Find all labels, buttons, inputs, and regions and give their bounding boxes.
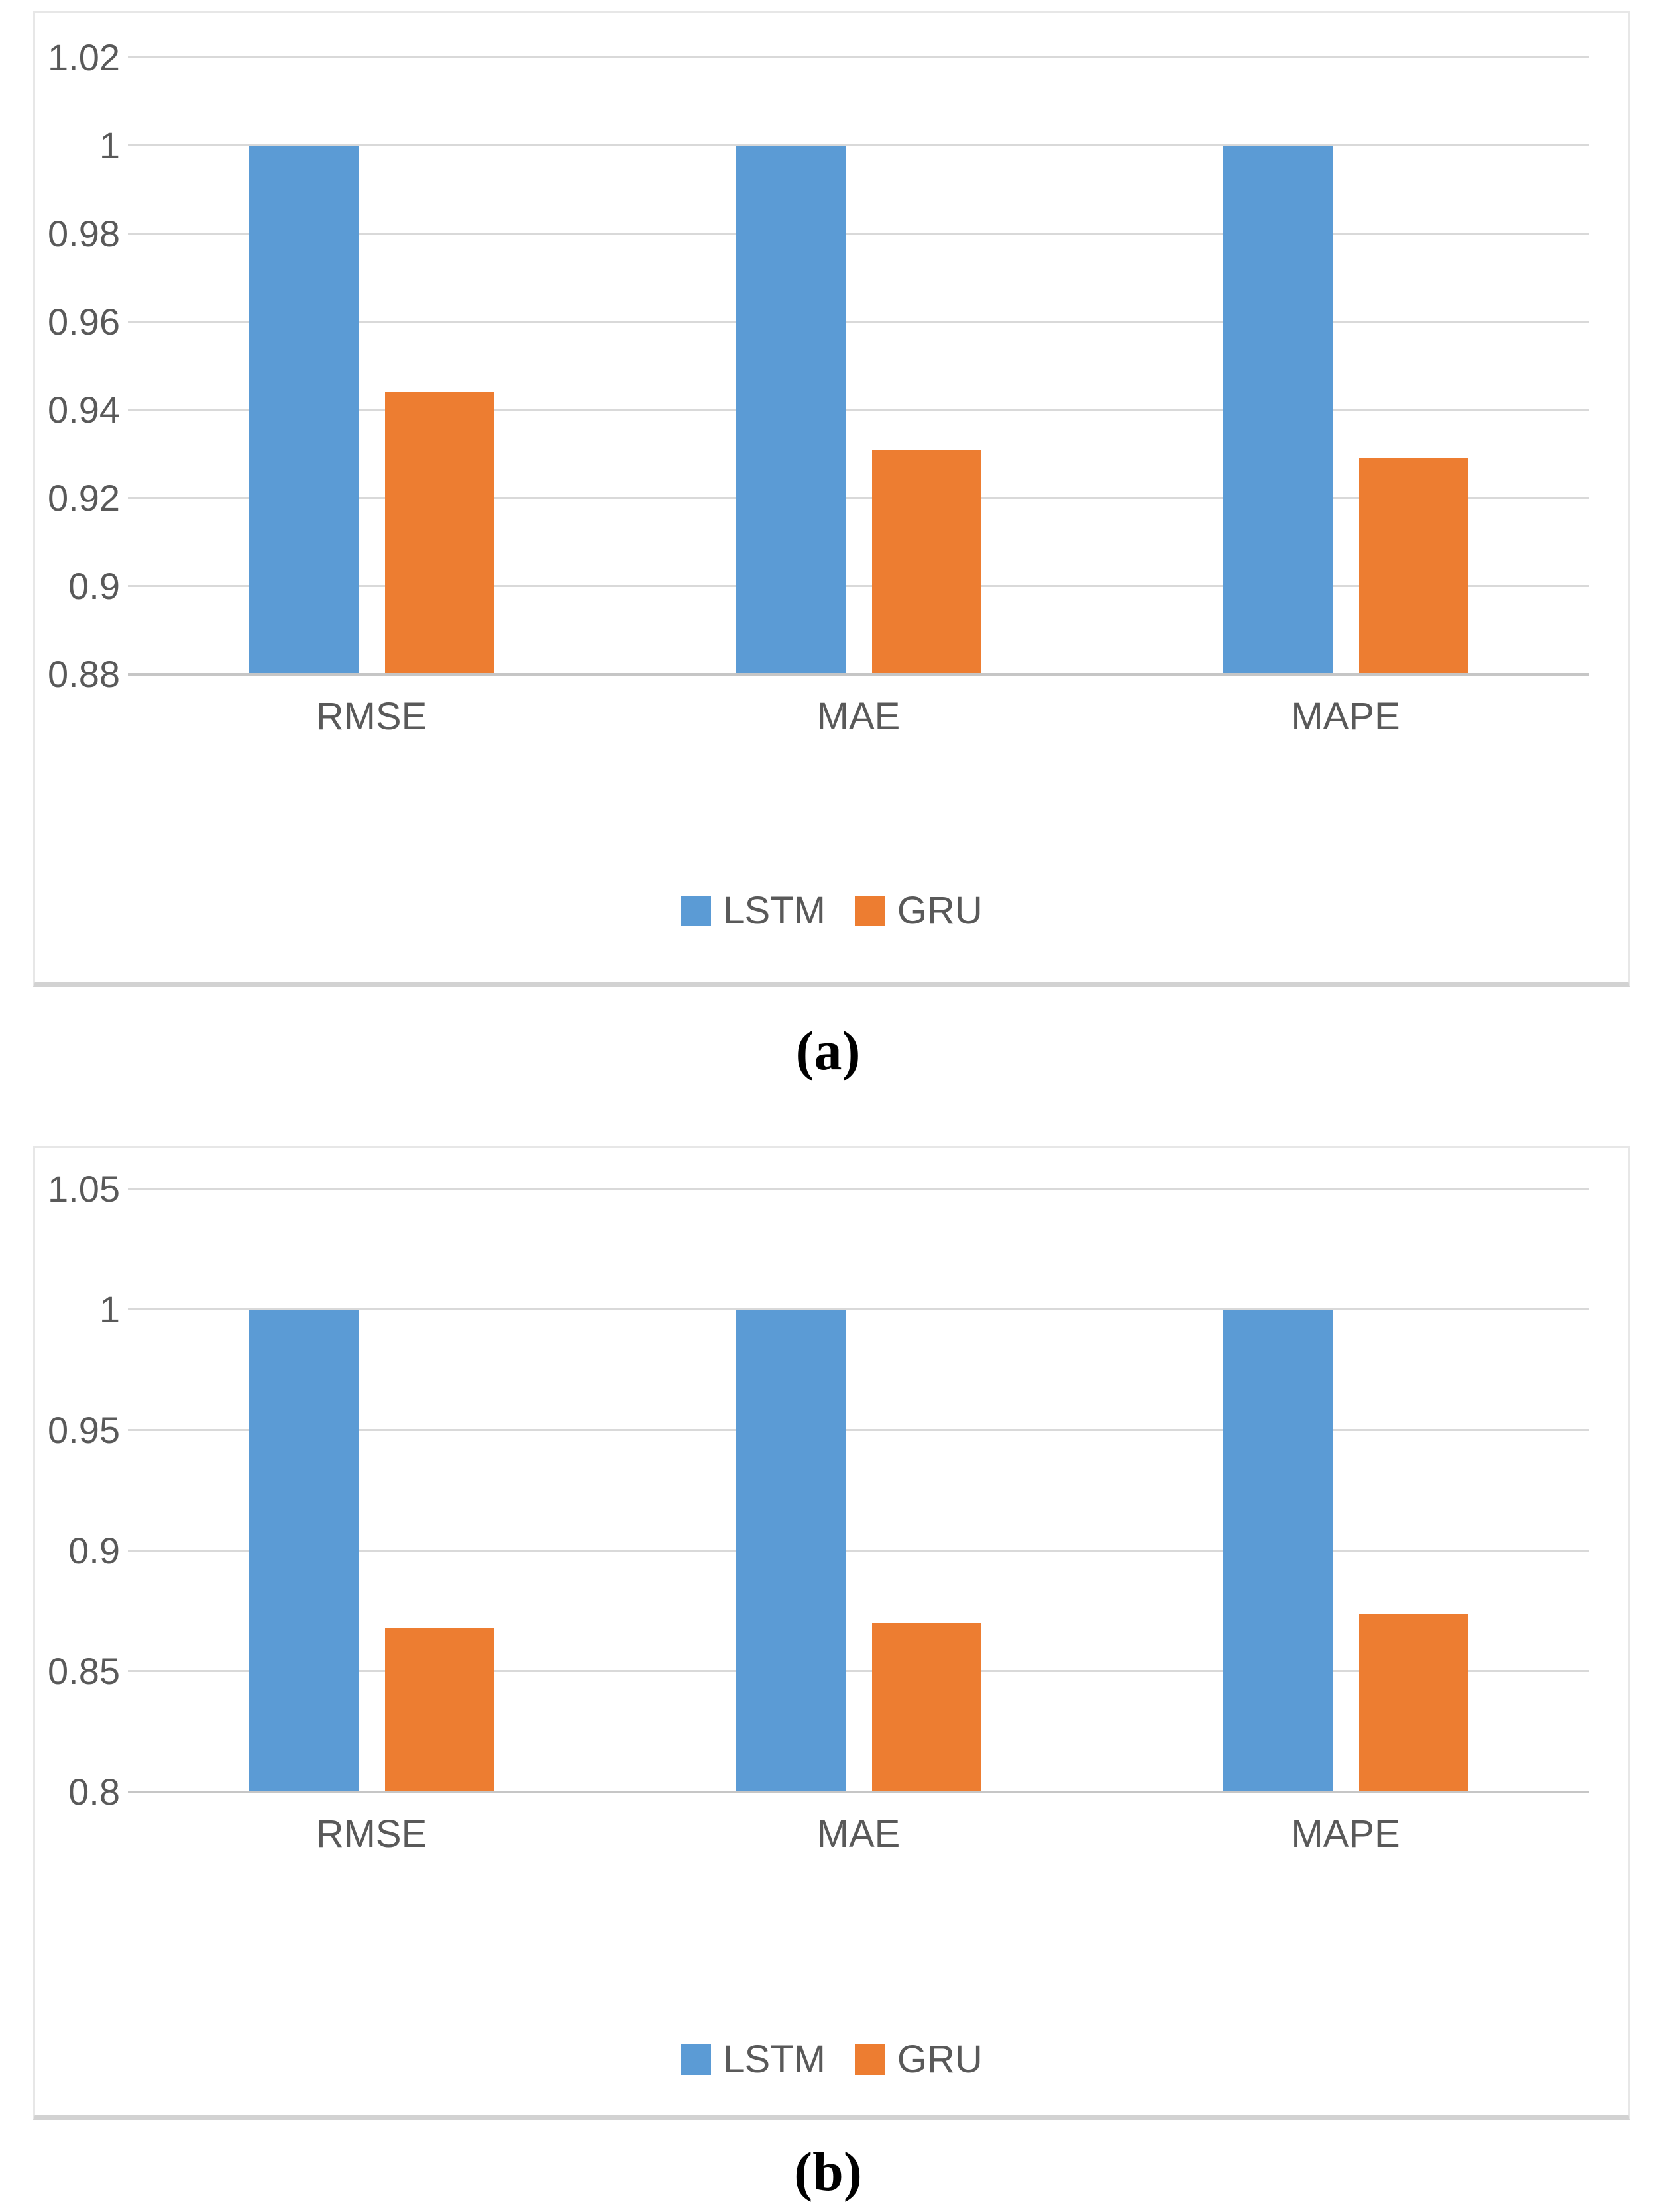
gridline — [128, 144, 1589, 146]
bar-lstm-mape — [1223, 146, 1333, 674]
y-tick-label: 1 — [99, 1289, 120, 1330]
bar-lstm-rmse — [248, 1310, 359, 1792]
legend-item-lstm: LSTM — [681, 888, 826, 933]
gridline — [128, 1429, 1589, 1431]
y-tick-label: 0.92 — [48, 477, 120, 519]
legend-label-gru: GRU — [897, 889, 983, 932]
y-tick-label: 1 — [99, 125, 120, 166]
x-category-label-mae: MAE — [816, 1813, 901, 1856]
gridline — [128, 321, 1589, 323]
chart-b: 0.8 0.85 0.9 0.95 1 1.05 RMSE MAE MAPE LSTM GRU — [33, 1146, 1630, 2120]
gridline — [128, 585, 1589, 587]
bar-lstm-rmse — [248, 146, 359, 674]
bar-gru-mape — [1358, 1613, 1468, 1792]
gridline — [128, 1188, 1589, 1190]
legend-swatch-gru — [854, 2044, 885, 2075]
x-category-label-mape: MAPE — [1291, 695, 1400, 738]
y-tick-label: 0.88 — [48, 653, 120, 695]
x-category-label-rmse: RMSE — [315, 695, 427, 738]
chart-a-plot-area: 0.88 0.9 0.92 0.94 0.96 0.98 1 1.02 RMSE MAE MAPE — [35, 13, 1628, 982]
legend-item-gru: GRU — [854, 888, 983, 933]
gridline — [128, 233, 1589, 235]
gridline — [128, 1550, 1589, 1552]
y-tick-label: 0.8 — [68, 1771, 120, 1813]
legend-swatch-lstm — [681, 895, 712, 926]
x-axis-line — [128, 1791, 1589, 1793]
bar-gru-mape — [1358, 458, 1468, 674]
gridline — [128, 409, 1589, 411]
x-category-label-mape: MAPE — [1291, 1813, 1400, 1856]
legend-label-lstm: LSTM — [723, 2038, 826, 2081]
figure-caption-b: (b) — [794, 2141, 862, 2203]
gridline — [128, 1670, 1589, 1672]
legend-label-lstm: LSTM — [723, 889, 826, 932]
x-category-label-rmse: RMSE — [315, 1813, 427, 1856]
legend-swatch-gru — [854, 895, 885, 926]
legend-label-gru: GRU — [897, 2038, 983, 2081]
bar-lstm-mae — [736, 1310, 846, 1792]
y-tick-label: 0.94 — [48, 389, 120, 431]
y-tick-label: 0.96 — [48, 301, 120, 342]
bar-lstm-mape — [1223, 1310, 1333, 1792]
bar-gru-rmse — [384, 1628, 494, 1792]
legend-item-gru: GRU — [854, 2037, 983, 2081]
bar-lstm-mae — [736, 146, 846, 674]
chart-a: 0.88 0.9 0.92 0.94 0.96 0.98 1 1.02 RMSE MAE MAPE … — [33, 11, 1630, 987]
chart-a-legend: LSTM GRU — [35, 888, 1628, 933]
legend-swatch-lstm — [681, 2044, 712, 2075]
y-tick-label: 0.98 — [48, 213, 120, 254]
y-tick-label: 1.05 — [48, 1168, 120, 1210]
gridline — [128, 1308, 1589, 1310]
y-tick-label: 0.9 — [68, 565, 120, 607]
y-tick-label: 0.95 — [48, 1409, 120, 1451]
chart-b-plot-area: 0.8 0.85 0.9 0.95 1 1.05 RMSE MAE MAPE — [35, 1148, 1628, 2115]
gridline — [128, 56, 1589, 58]
y-tick-label: 1.02 — [48, 36, 120, 78]
chart-b-legend: LSTM GRU — [35, 2037, 1628, 2081]
y-tick-label: 0.85 — [48, 1650, 120, 1692]
gridline — [128, 497, 1589, 499]
bar-gru-rmse — [384, 392, 494, 674]
y-tick-label: 0.9 — [68, 1530, 120, 1571]
bar-gru-mae — [871, 1623, 981, 1792]
x-axis-line — [128, 673, 1589, 676]
bar-gru-mae — [871, 449, 981, 674]
figure-caption-a: (a) — [795, 1020, 861, 1082]
x-category-label-mae: MAE — [816, 695, 901, 738]
legend-item-lstm: LSTM — [681, 2037, 826, 2081]
